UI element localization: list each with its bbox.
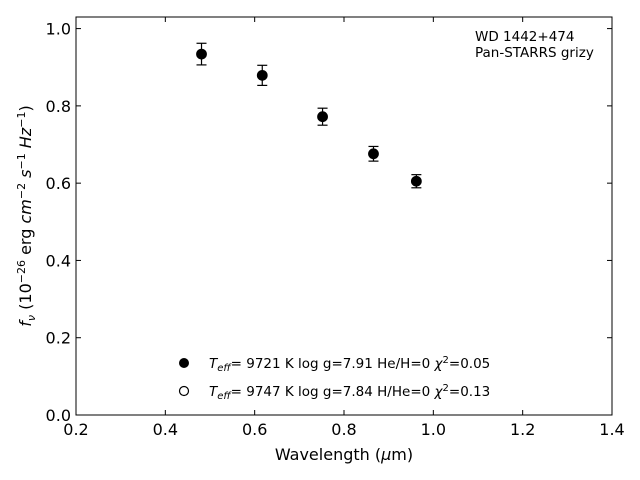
x-tick-label: 0.2	[63, 420, 88, 439]
x-tick-label: 1.4	[599, 420, 624, 439]
legend-text-filled: Teff= 9721 K log g=7.91 He/H=0 χ2=0.05	[209, 355, 490, 374]
legend: Teff= 9721 K log g=7.91 He/H=0 χ2=0.05 T…	[178, 355, 490, 402]
plot-frame	[75, 16, 613, 416]
data-point-filled	[196, 48, 207, 60]
y-tick-label: 0.8	[46, 97, 71, 116]
data-point-filled	[410, 175, 422, 187]
x-tick-label: 1.2	[510, 420, 535, 439]
data-points	[196, 42, 422, 189]
annotation-object: WD 1442+474	[475, 29, 574, 45]
legend-marker-filled	[179, 358, 189, 368]
x-tick-label: 0.4	[153, 420, 178, 439]
x-axis-label: Wavelength (μm)	[275, 445, 413, 464]
y-tick-label: 0.2	[46, 329, 71, 348]
y-axis-label: fν (10−26 erg cm−2 s−1 Hz−1)	[15, 105, 38, 326]
y-tick-label: 0.0	[46, 406, 71, 425]
y-tick-label: 0.6	[46, 174, 71, 193]
legend-text-open: Teff= 9747 K log g=7.84 H/He=0 χ2=0.13	[209, 383, 490, 402]
data-point-filled	[256, 69, 268, 81]
legend-entry-open: Teff= 9747 K log g=7.84 H/He=0 χ2=0.13	[178, 383, 490, 402]
legend-marker-open	[178, 385, 190, 397]
legend-entry-filled: Teff= 9721 K log g=7.91 He/H=0 χ2=0.05	[179, 355, 490, 374]
x-tick-label: 1.0	[421, 420, 446, 439]
data-point-filled	[368, 148, 379, 160]
annotation-survey: Pan-STARRS grizy	[475, 45, 594, 61]
x-tick-label: 0.6	[242, 420, 267, 439]
axis-ticks: 0.2 0.4 0.6 0.8 1.0 1.2 1.40.00.20.40.60.81.0	[46, 17, 625, 439]
data-point-filled	[317, 111, 328, 123]
y-tick-label: 1.0	[46, 20, 71, 39]
y-tick-label: 0.4	[46, 251, 71, 270]
x-tick-label: 0.8	[331, 420, 356, 439]
